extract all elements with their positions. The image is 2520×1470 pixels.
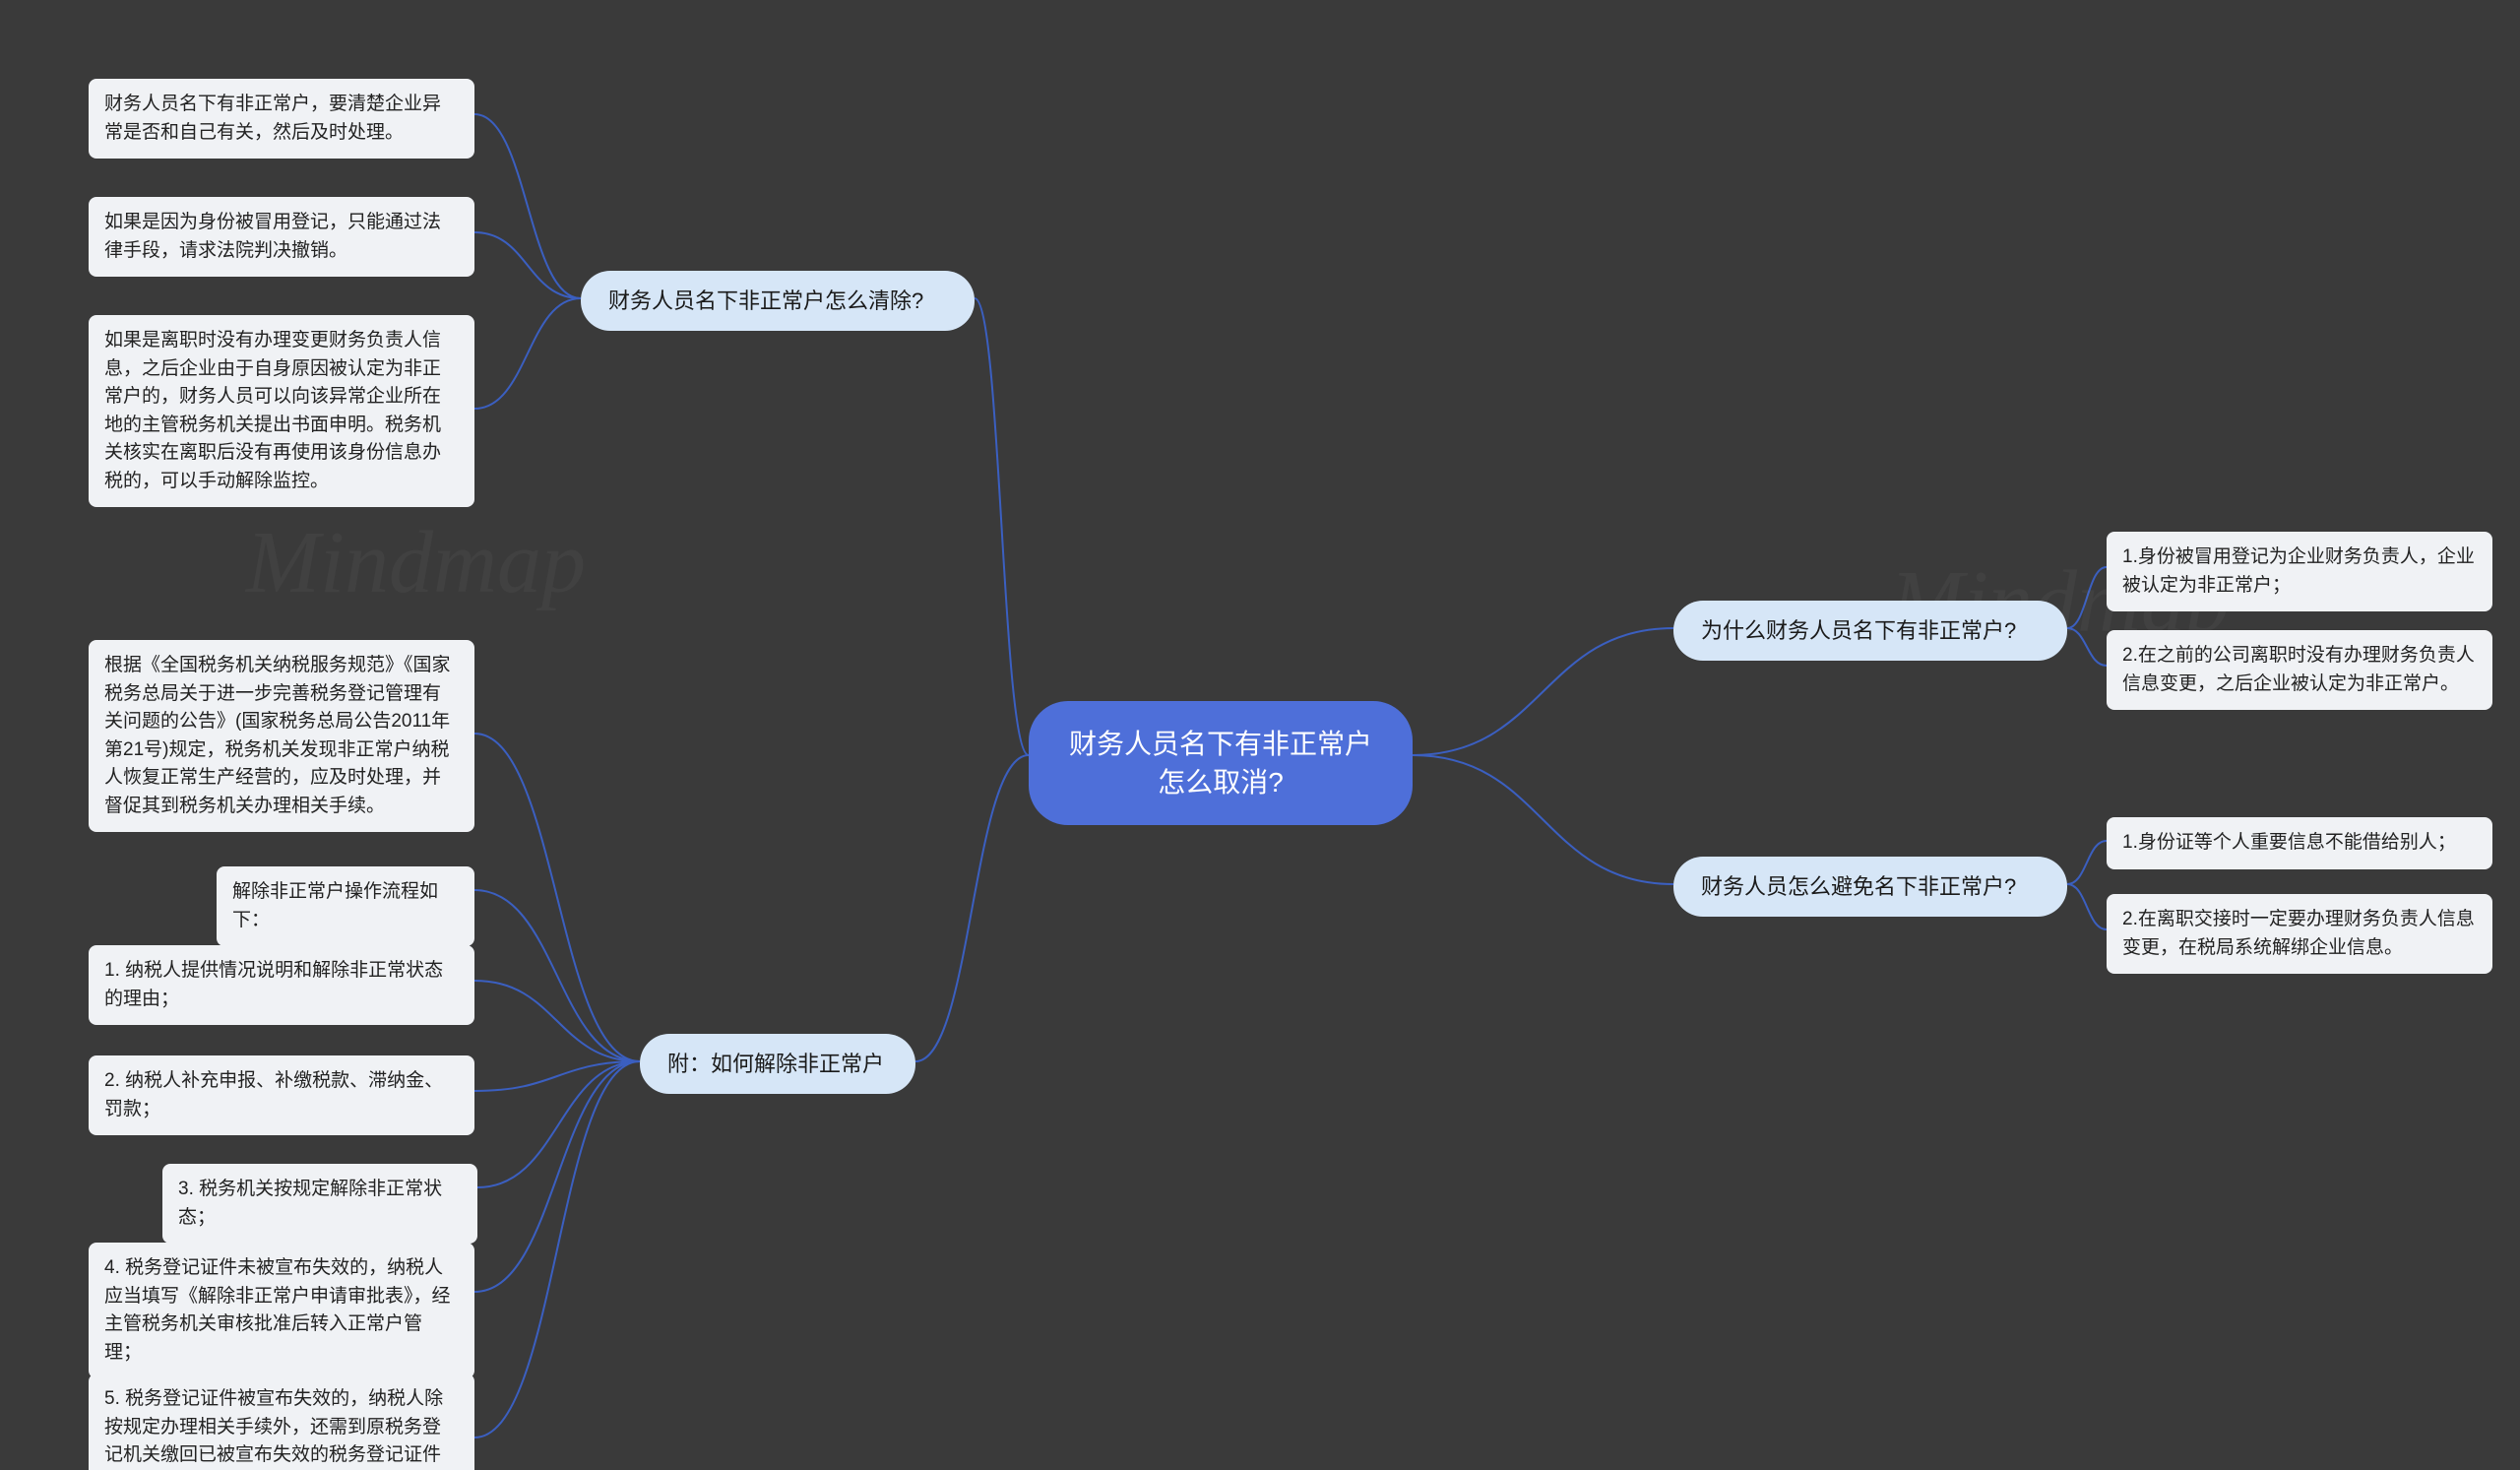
leaf-avoid-0: 1.身份证等个人重要信息不能借给别人； bbox=[2107, 817, 2492, 869]
leaf-clear-2: 如果是离职时没有办理变更财务负责人信息，之后企业由于自身原因被认定为非正常户的，… bbox=[89, 315, 474, 507]
watermark: Mindmap bbox=[246, 512, 586, 613]
branch-appendix[interactable]: 附：如何解除非正常户 bbox=[640, 1034, 915, 1094]
leaf-appendix-5: 4. 税务登记证件未被宣布失效的，纳税人应当填写《解除非正常户申请审批表》，经主… bbox=[89, 1243, 474, 1378]
leaf-clear-0: 财务人员名下有非正常户，要清楚企业异常是否和自己有关，然后及时处理。 bbox=[89, 79, 474, 159]
leaf-appendix-0: 根据《全国税务机关纳税服务规范》《国家税务总局关于进一步完善税务登记管理有关问题… bbox=[89, 640, 474, 832]
leaf-avoid-1: 2.在离职交接时一定要办理财务负责人信息变更，在税局系统解绑企业信息。 bbox=[2107, 894, 2492, 974]
mindmap-canvas: Mindmap Mindmap 财务人员名下有非正常户怎么取消? 为什么财务人员… bbox=[0, 0, 2520, 1470]
leaf-why-0: 1.身份被冒用登记为企业财务负责人，企业被认定为非正常户； bbox=[2107, 532, 2492, 611]
leaf-appendix-3: 2. 纳税人补充申报、补缴税款、滞纳金、罚款； bbox=[89, 1055, 474, 1135]
leaf-appendix-1: 解除非正常户操作流程如下： bbox=[217, 866, 474, 946]
leaf-appendix-2: 1. 纳税人提供情况说明和解除非正常状态的理由； bbox=[89, 945, 474, 1025]
leaf-appendix-6: 5. 税务登记证件被宣布失效的，纳税人除按规定办理相关手续外，还需到原税务登记机… bbox=[89, 1374, 474, 1470]
leaf-appendix-4: 3. 税务机关按规定解除非正常状态； bbox=[162, 1164, 477, 1244]
leaf-clear-1: 如果是因为身份被冒用登记，只能通过法律手段，请求法院判决撤销。 bbox=[89, 197, 474, 277]
branch-avoid[interactable]: 财务人员怎么避免名下非正常户? bbox=[1673, 857, 2067, 917]
leaf-why-1: 2.在之前的公司离职时没有办理财务负责人信息变更，之后企业被认定为非正常户。 bbox=[2107, 630, 2492, 710]
branch-clear[interactable]: 财务人员名下非正常户怎么清除? bbox=[581, 271, 975, 331]
root-node[interactable]: 财务人员名下有非正常户怎么取消? bbox=[1029, 701, 1413, 825]
branch-why[interactable]: 为什么财务人员名下有非正常户? bbox=[1673, 601, 2067, 661]
